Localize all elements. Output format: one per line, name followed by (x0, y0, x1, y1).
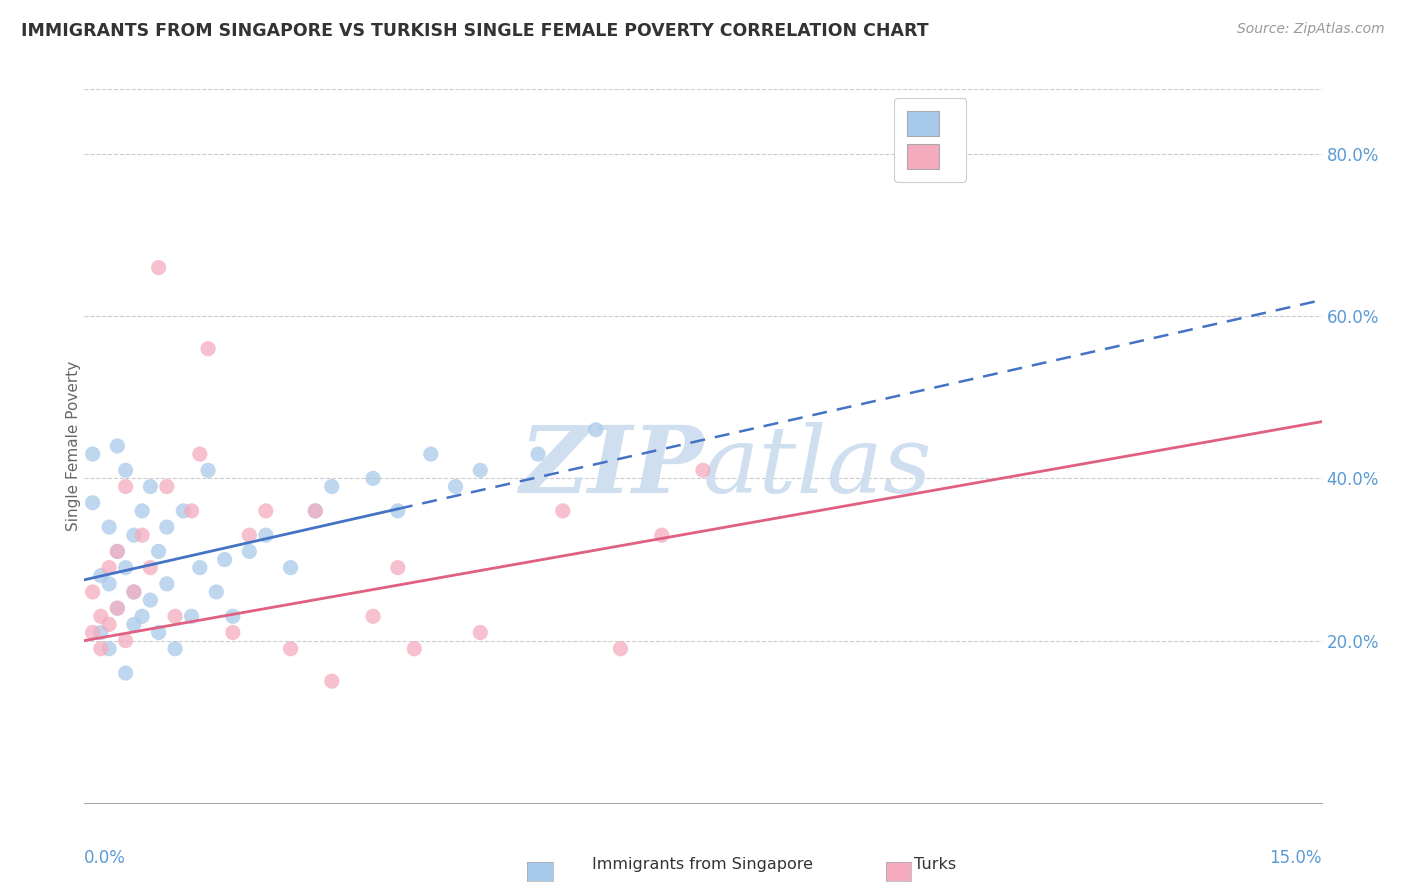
Point (180, 609, 202, 624)
Point (131, 528, 153, 542)
Point (165, 609, 187, 624)
Point (304, 504, 326, 518)
Point (197, 342, 219, 356)
Point (404, 641, 426, 656)
Point (82, 496, 104, 510)
Point (222, 625, 245, 640)
Text: atlas: atlas (703, 423, 932, 512)
Point (254, 528, 277, 542)
Point (122, 617, 145, 632)
Point (304, 504, 326, 518)
Point (105, 601, 128, 615)
Point (90, 609, 112, 624)
Point (98, 577, 121, 591)
Point (222, 609, 245, 624)
Point (197, 463, 219, 477)
Point (172, 504, 194, 518)
Point (90, 568, 112, 582)
Point (82, 447, 104, 461)
Point (131, 609, 153, 624)
Point (387, 504, 409, 518)
Point (156, 520, 179, 534)
Point (238, 544, 260, 558)
Point (122, 528, 145, 542)
Point (444, 479, 467, 493)
Point (114, 479, 136, 493)
Point (692, 463, 714, 477)
Point (651, 528, 673, 542)
Point (148, 544, 170, 558)
Point (82, 625, 104, 640)
Point (105, 544, 128, 558)
Point (139, 593, 162, 607)
Point (321, 674, 343, 689)
Point (148, 625, 170, 640)
Text: Immigrants from Singapore: Immigrants from Singapore (592, 857, 814, 872)
Point (156, 479, 179, 493)
Text: 0.0%: 0.0% (84, 849, 127, 867)
Point (98, 560, 121, 574)
Point (205, 585, 228, 599)
Point (188, 560, 211, 574)
Point (105, 601, 128, 615)
Point (148, 260, 170, 275)
Point (214, 552, 236, 566)
Point (551, 504, 574, 518)
Point (98, 641, 121, 656)
Point (585, 423, 607, 437)
Point (280, 641, 302, 656)
Point (114, 666, 136, 681)
Point (156, 577, 179, 591)
Text: ZIP: ZIP (519, 423, 703, 512)
Point (180, 504, 202, 518)
Point (419, 447, 441, 461)
Point (90, 625, 112, 640)
Point (114, 560, 136, 574)
Point (387, 560, 409, 574)
Point (254, 504, 277, 518)
Point (122, 585, 145, 599)
Point (114, 463, 136, 477)
Point (527, 447, 550, 461)
Point (105, 439, 128, 453)
Point (98, 520, 121, 534)
Point (139, 479, 162, 493)
Point (131, 504, 153, 518)
Point (470, 463, 492, 477)
Text: Turks: Turks (914, 857, 956, 872)
Point (90, 641, 112, 656)
Point (361, 471, 384, 485)
Point (98, 617, 121, 632)
Point (470, 625, 492, 640)
Point (82, 585, 104, 599)
Point (105, 544, 128, 558)
Point (609, 641, 631, 656)
Point (188, 447, 211, 461)
Legend: , : , (894, 98, 966, 182)
Point (361, 609, 384, 624)
Point (114, 633, 136, 648)
Point (321, 479, 343, 493)
Point (165, 641, 187, 656)
Point (238, 528, 260, 542)
Y-axis label: Single Female Poverty: Single Female Poverty (66, 361, 80, 531)
Point (122, 585, 145, 599)
Point (139, 560, 162, 574)
Point (280, 560, 302, 574)
Text: 15.0%: 15.0% (1270, 849, 1322, 867)
Text: IMMIGRANTS FROM SINGAPORE VS TURKISH SINGLE FEMALE POVERTY CORRELATION CHART: IMMIGRANTS FROM SINGAPORE VS TURKISH SIN… (21, 22, 929, 40)
Text: Source: ZipAtlas.com: Source: ZipAtlas.com (1237, 22, 1385, 37)
